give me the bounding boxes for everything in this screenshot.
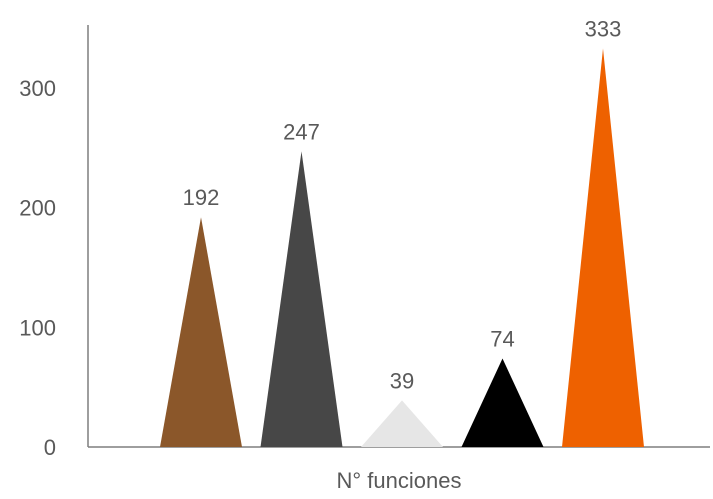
data-label: 192 (183, 185, 220, 210)
data-label: 39 (390, 368, 414, 393)
bar-triangle (160, 217, 242, 447)
y-tick-label: 0 (44, 435, 56, 460)
data-label: 247 (283, 119, 320, 144)
bar-triangle (562, 48, 644, 447)
data-label: 74 (490, 326, 514, 351)
x-category-label: N° funciones (337, 468, 462, 493)
y-axis-ticks: 0 100 200 300 (19, 76, 56, 460)
bars (160, 48, 644, 447)
data-label: 333 (585, 17, 622, 42)
bar-triangle (260, 151, 343, 447)
bar-triangle (461, 358, 544, 447)
data-labels: 192 247 39 74 333 (183, 17, 622, 394)
y-tick-label: 200 (19, 196, 56, 221)
y-tick-label: 300 (19, 76, 56, 101)
bar-triangle (361, 400, 443, 447)
y-tick-label: 100 (19, 315, 56, 340)
